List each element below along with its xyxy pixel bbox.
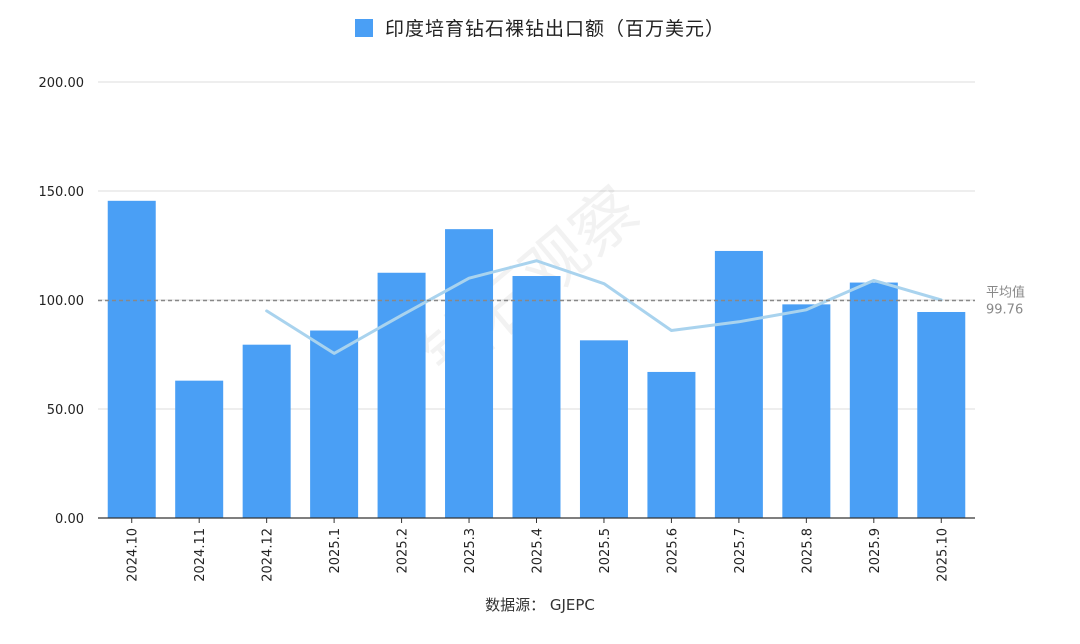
legend-swatch — [354, 18, 373, 37]
bar — [714, 250, 763, 518]
y-tick-label: 150.00 — [39, 185, 85, 200]
x-tick-label: 2025.1 — [328, 528, 343, 574]
x-tick-label: 2025.5 — [598, 528, 613, 574]
y-tick-label: 0.00 — [55, 512, 84, 527]
x-tick-label: 2024.12 — [261, 528, 276, 582]
bar — [310, 330, 359, 518]
x-tick-label: 2025.4 — [531, 528, 546, 574]
bar — [242, 344, 291, 518]
bar — [107, 200, 156, 518]
trend-line — [265, 259, 943, 355]
bar — [849, 282, 898, 518]
x-tick-label: 2025.2 — [396, 528, 411, 574]
x-tick-label: 2024.11 — [193, 528, 208, 582]
x-tick-label: 2025.3 — [463, 528, 478, 574]
bar — [175, 380, 224, 518]
bar — [782, 304, 831, 518]
legend-label: 印度培育钻石裸钻出口额（百万美元） — [384, 18, 725, 40]
x-tick-label: 2025.6 — [665, 528, 680, 574]
source-note: 数据源： GJEPC — [485, 596, 595, 614]
y-tick-label: 100.00 — [39, 294, 85, 309]
x-tick-label: 2025.9 — [868, 528, 883, 574]
bar — [377, 272, 426, 518]
bar — [579, 340, 628, 518]
y-tick-label: 50.00 — [47, 403, 84, 418]
x-tick-label: 2025.7 — [733, 528, 748, 574]
x-tick-label: 2025.8 — [800, 528, 815, 574]
bar — [647, 371, 696, 518]
x-tick-label: 2024.10 — [126, 528, 141, 582]
bar — [512, 276, 561, 518]
average-label: 平均值 — [986, 285, 1025, 301]
bar — [917, 311, 966, 518]
chart-legend: 印度培育钻石裸钻出口额（百万美元） — [0, 14, 1080, 41]
average-value: 99.76 — [986, 303, 1023, 318]
y-tick-label: 200.00 — [39, 76, 85, 91]
x-tick-label: 2025.10 — [935, 528, 950, 582]
